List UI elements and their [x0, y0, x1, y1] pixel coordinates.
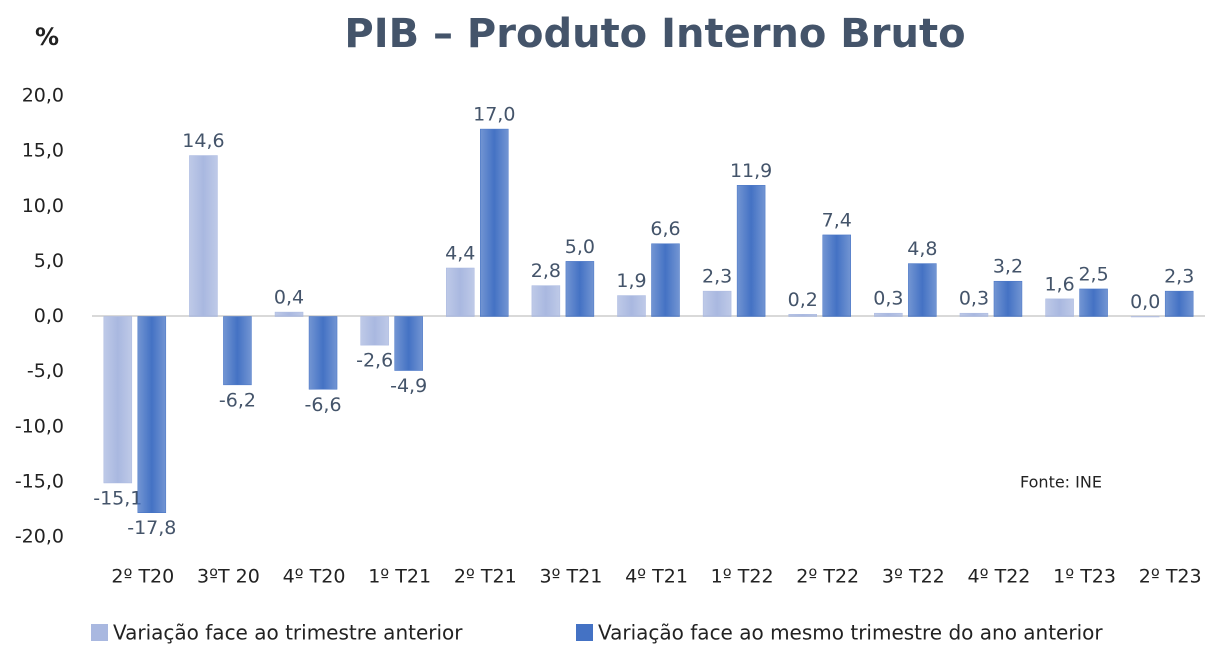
data-label: 1,6	[1044, 273, 1074, 295]
data-label: 2,5	[1078, 263, 1108, 285]
y-tick-label: -5,0	[27, 360, 64, 382]
y-tick-label: -10,0	[15, 415, 64, 437]
x-tick-label: 2º T23	[1139, 566, 1202, 588]
bar	[993, 280, 1023, 317]
data-label: 0,3	[873, 288, 903, 310]
bar	[308, 316, 338, 390]
bar	[103, 316, 133, 484]
y-tick-label: 15,0	[22, 140, 64, 162]
x-tick-label: 3ºT 20	[197, 566, 260, 588]
bar	[1045, 298, 1074, 317]
legend-swatch	[576, 624, 593, 641]
bar	[617, 295, 646, 317]
x-tick-label: 1º T23	[1053, 566, 1116, 588]
bar	[1079, 288, 1108, 317]
x-tick-label: 2º T22	[796, 566, 859, 588]
bar	[822, 234, 851, 317]
data-label: 0,2	[788, 289, 818, 311]
x-tick-label: 4º T20	[283, 566, 346, 588]
bar	[274, 311, 304, 317]
y-tick-label: -20,0	[15, 526, 64, 548]
data-label: 4,8	[907, 238, 937, 260]
bar	[736, 185, 766, 317]
bar	[189, 155, 218, 317]
x-tick-label: 2º T20	[111, 566, 174, 588]
data-label: 7,4	[822, 209, 852, 231]
legend-label: Variação face ao mesmo trimestre do ano …	[598, 621, 1103, 645]
x-tick-label: 1º T22	[711, 566, 774, 588]
bar	[446, 267, 475, 317]
data-label: -17,8	[127, 517, 176, 539]
bar	[480, 128, 509, 317]
x-tick-label: 1º T21	[368, 566, 431, 588]
chart-title: PIB – Produto Interno Bruto	[344, 11, 965, 57]
data-label: 2,3	[1164, 266, 1194, 288]
y-tick-label: 20,0	[22, 85, 64, 107]
data-label: -2,6	[356, 350, 393, 372]
data-label: -4,9	[390, 375, 427, 397]
data-label: 4,4	[445, 242, 475, 264]
annotation: Fonte: INE	[1020, 473, 1102, 492]
data-label: 0,0	[1130, 291, 1160, 313]
bar	[908, 263, 937, 317]
y-tick-label: 10,0	[22, 195, 64, 217]
y-axis-label: %	[35, 23, 59, 51]
x-tick-label: 3º T21	[539, 566, 602, 588]
bar	[1130, 316, 1160, 318]
y-tick-label: -15,0	[15, 470, 64, 492]
data-label: 11,9	[730, 160, 772, 182]
x-tick-label: 4º T21	[625, 566, 688, 588]
legend-swatch	[91, 624, 108, 641]
bar	[874, 312, 903, 317]
data-label: 5,0	[565, 236, 595, 258]
data-label: 2,3	[702, 266, 732, 288]
x-tick-label: 2º T21	[454, 566, 517, 588]
data-label: 0,3	[959, 288, 989, 310]
data-label: 0,4	[274, 287, 304, 309]
data-label: 6,6	[650, 218, 680, 240]
bar	[959, 312, 989, 317]
legend-label: Variação face ao trimestre anterior	[113, 621, 463, 645]
bar	[394, 316, 423, 371]
bar	[702, 290, 732, 317]
bar	[565, 261, 595, 317]
bar	[137, 316, 167, 513]
bar	[1164, 290, 1194, 317]
x-tick-label: 3º T22	[882, 566, 945, 588]
data-label: -15,1	[93, 487, 142, 509]
data-label: 2,8	[531, 260, 561, 282]
y-tick-label: 5,0	[34, 250, 64, 272]
data-label: -6,2	[219, 389, 256, 411]
bar	[223, 316, 252, 386]
data-label: 1,9	[616, 270, 646, 292]
x-tick-label: 4º T22	[968, 566, 1031, 588]
bar	[788, 314, 817, 317]
bar	[651, 243, 680, 317]
data-label: -6,6	[304, 394, 341, 416]
data-label: 14,6	[182, 130, 224, 152]
data-label: 3,2	[993, 256, 1023, 278]
data-label: 17,0	[473, 104, 515, 126]
y-tick-label: 0,0	[34, 305, 64, 327]
bar	[360, 316, 389, 346]
bar	[531, 285, 561, 317]
